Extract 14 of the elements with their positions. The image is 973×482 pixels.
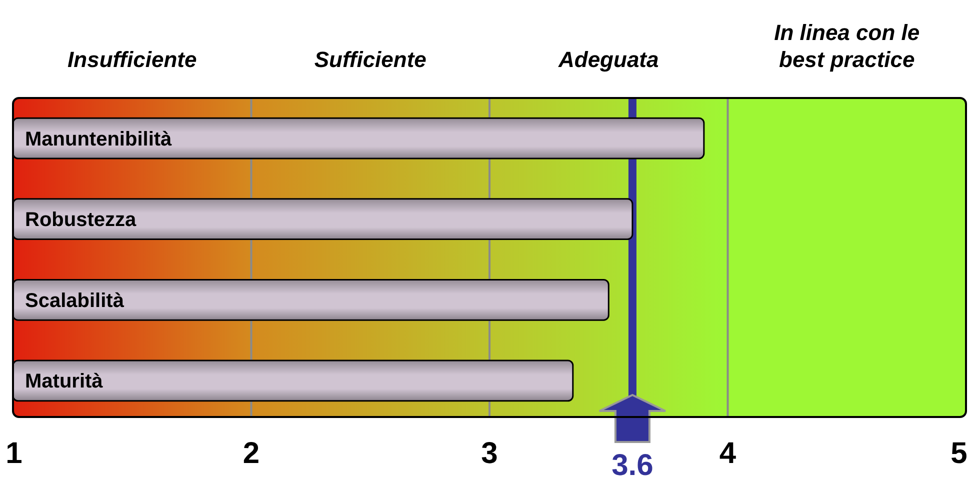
x-tick-label: 4: [719, 437, 736, 470]
x-tick-label: 3: [481, 437, 498, 470]
band-label: Adeguata: [558, 47, 659, 72]
x-tick-label: 1: [6, 437, 22, 470]
y-tick-label: Maturità: [25, 370, 104, 393]
y-tick-label: Robustezza: [25, 209, 137, 232]
band-label: In linea con le best practice: [774, 20, 920, 72]
band-label: Insufficiente: [68, 47, 197, 72]
y-tick-label: Manuntenibilità: [25, 128, 173, 150]
ref-line-label: 3.6: [612, 449, 654, 482]
y-tick-label: Scalabilità: [25, 290, 125, 312]
x-tick-label: 2: [242, 437, 260, 470]
band-label: Sufficiente: [314, 47, 426, 72]
x-tick-label: 5: [950, 437, 968, 470]
